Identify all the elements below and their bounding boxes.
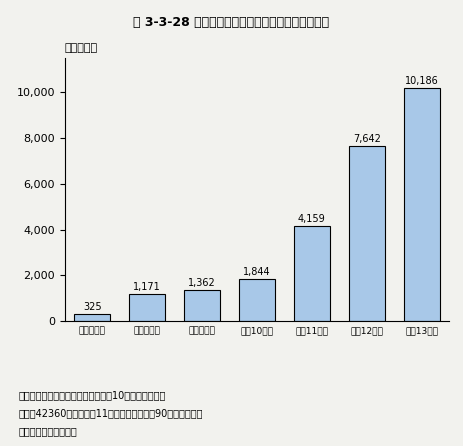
Text: （百万円）: （百万円）	[65, 43, 98, 53]
Bar	[294, 226, 330, 321]
Bar	[404, 88, 439, 321]
Text: 1,171: 1,171	[133, 282, 161, 293]
Text: 第 3-3-28 図　　科学技術理解増進関連予算の推移: 第 3-3-28 図 科学技術理解増進関連予算の推移	[133, 16, 330, 29]
Text: 注）当初予算ベース（この他、平成10年度補正予算で: 注）当初予算ベース（この他、平成10年度補正予算で	[19, 390, 166, 400]
Text: 10,186: 10,186	[405, 76, 438, 86]
Text: 資料：文部科学省調べ: 資料：文部科学省調べ	[19, 426, 77, 436]
Bar	[75, 314, 110, 321]
Text: 7,642: 7,642	[353, 134, 381, 145]
Bar	[239, 279, 275, 321]
Text: 1,844: 1,844	[243, 267, 271, 277]
Text: 325: 325	[83, 302, 101, 312]
Bar	[349, 146, 385, 321]
Text: 絀42360億円、平成11年度補正予算で絀90億円が充当）: 絀42360億円、平成11年度補正予算で絀90億円が充当）	[19, 408, 203, 418]
Text: 1,362: 1,362	[188, 278, 216, 288]
Bar	[184, 290, 220, 321]
Bar	[129, 294, 165, 321]
Text: 4,159: 4,159	[298, 214, 326, 224]
